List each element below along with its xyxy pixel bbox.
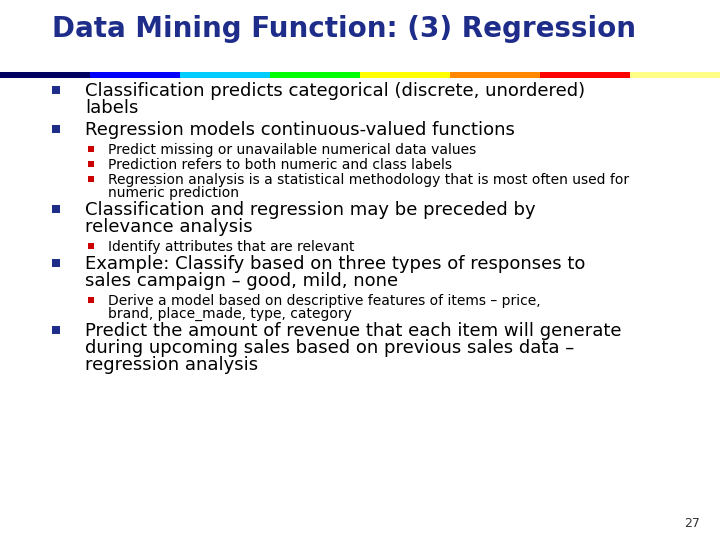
Text: Prediction refers to both numeric and class labels: Prediction refers to both numeric and cl… xyxy=(108,158,452,172)
Text: Predict the amount of revenue that each item will generate: Predict the amount of revenue that each … xyxy=(85,322,621,340)
Bar xyxy=(88,176,94,182)
Bar xyxy=(52,326,60,334)
Text: relevance analysis: relevance analysis xyxy=(85,218,253,236)
Bar xyxy=(270,72,360,78)
Text: 27: 27 xyxy=(684,517,700,530)
Text: Derive a model based on descriptive features of items – price,: Derive a model based on descriptive feat… xyxy=(108,294,541,308)
Bar xyxy=(88,146,94,152)
Bar xyxy=(52,205,60,213)
Text: Regression analysis is a statistical methodology that is most often used for: Regression analysis is a statistical met… xyxy=(108,173,629,187)
Text: Classification predicts categorical (discrete, unordered): Classification predicts categorical (dis… xyxy=(85,82,585,100)
Text: numeric prediction: numeric prediction xyxy=(108,186,239,200)
Bar xyxy=(0,72,90,78)
Bar xyxy=(450,72,540,78)
Text: brand, place_made, type, category: brand, place_made, type, category xyxy=(108,307,352,321)
Bar xyxy=(52,125,60,133)
Bar xyxy=(52,86,60,93)
Bar xyxy=(540,72,630,78)
Text: sales campaign – good, mild, none: sales campaign – good, mild, none xyxy=(85,272,398,290)
Text: Data Mining Function: (3) Regression: Data Mining Function: (3) Regression xyxy=(52,15,636,43)
Text: labels: labels xyxy=(85,99,138,117)
Bar xyxy=(88,161,94,167)
Bar xyxy=(52,259,60,267)
Bar xyxy=(90,72,180,78)
Bar xyxy=(630,72,720,78)
Text: Regression models continuous-valued functions: Regression models continuous-valued func… xyxy=(85,121,515,139)
Text: during upcoming sales based on previous sales data –: during upcoming sales based on previous … xyxy=(85,339,575,357)
Bar xyxy=(180,72,270,78)
Bar xyxy=(88,243,94,249)
Text: Example: Classify based on three types of responses to: Example: Classify based on three types o… xyxy=(85,255,585,273)
Text: regression analysis: regression analysis xyxy=(85,356,258,374)
Bar xyxy=(360,72,450,78)
Text: Identify attributes that are relevant: Identify attributes that are relevant xyxy=(108,240,354,254)
Text: Classification and regression may be preceded by: Classification and regression may be pre… xyxy=(85,201,536,219)
Bar xyxy=(88,297,94,303)
Text: Predict missing or unavailable numerical data values: Predict missing or unavailable numerical… xyxy=(108,143,476,157)
